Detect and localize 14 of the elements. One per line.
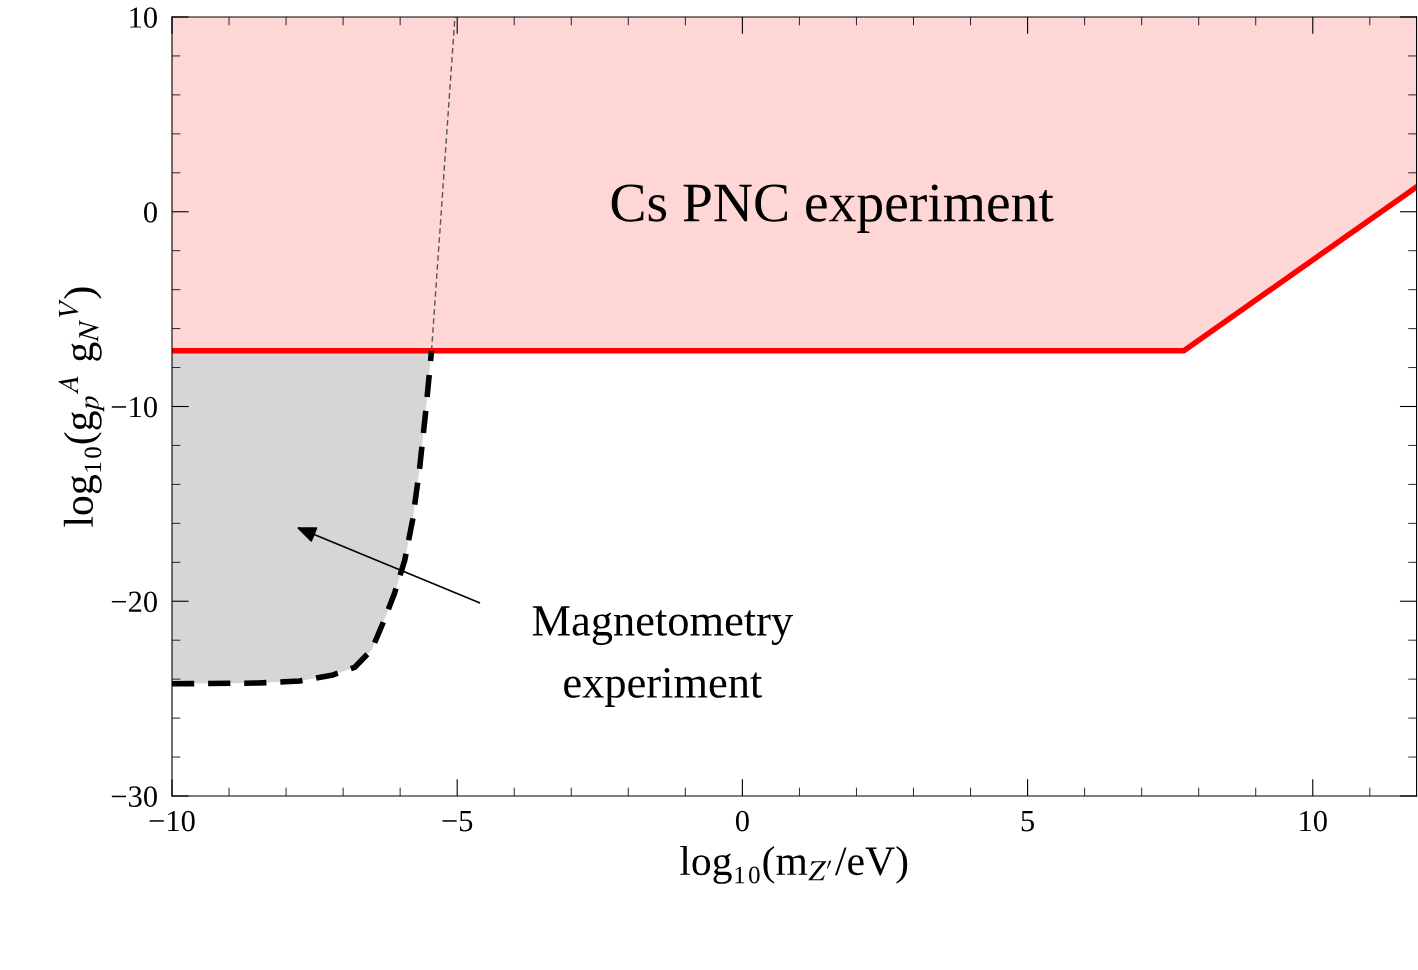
x-tick-label: −10 [149,810,195,832]
x-tick-label: 10 [1300,810,1327,832]
y-tick-label: 10 [130,7,157,28]
y-tick-label: −20 [111,591,157,613]
y-tick-label: −30 [111,786,157,807]
y-tick-label: −10 [111,396,157,418]
y-tick-label: 0 [144,202,157,223]
annotation: Magnetometry experiment [532,606,794,707]
x-axis-title: log₁₀(m$_{Z′}$/eV) [680,845,908,884]
y-axis-title: log₁₀(g$_{p}$$^{A}$ g$_{N}$$^{V}$) [58,287,105,527]
annotation: Cs PNC experiment [611,184,1054,234]
x-tick-label: −5 [442,811,473,832]
x-tick-label: 5 [1021,811,1035,832]
x-tick-label: 0 [735,810,749,832]
